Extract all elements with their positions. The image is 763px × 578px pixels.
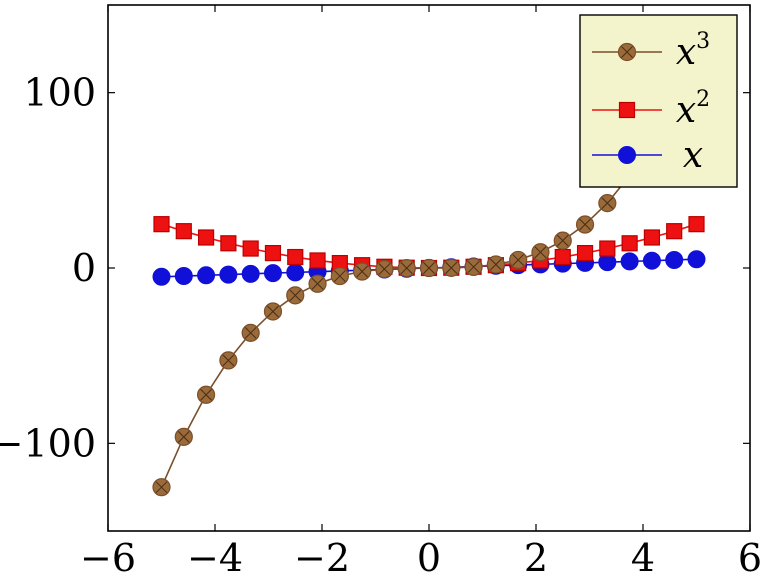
data-point xyxy=(618,146,636,164)
data-point xyxy=(174,267,193,286)
data-point xyxy=(642,251,661,270)
data-point xyxy=(554,248,571,266)
data-point xyxy=(219,265,238,284)
data-point-cross xyxy=(556,234,569,247)
data-point xyxy=(509,250,528,270)
data-point xyxy=(531,243,550,262)
data-point xyxy=(174,427,193,446)
data-point xyxy=(666,223,683,240)
data-point-cross xyxy=(512,254,525,266)
data-point xyxy=(220,235,237,252)
data-point xyxy=(353,262,372,281)
x-tick-label: 0 xyxy=(417,536,441,578)
x-tick-label: 4 xyxy=(631,536,655,578)
legend-entry: x3 xyxy=(592,29,710,73)
data-point xyxy=(576,244,594,262)
x-tick-label: 6 xyxy=(738,536,762,578)
data-point xyxy=(152,478,171,497)
data-point xyxy=(621,235,638,252)
tick-labels: −6 −4 −2 0 2 4 6 −100 0 100 xyxy=(0,71,762,578)
data-point xyxy=(553,231,572,250)
data-point xyxy=(375,259,394,279)
legend-entry: x2 xyxy=(592,87,710,131)
data-point xyxy=(598,194,617,213)
data-point xyxy=(575,215,595,234)
data-point xyxy=(309,252,326,269)
data-point-cross xyxy=(621,46,633,58)
data-point xyxy=(153,216,170,233)
data-point-cross xyxy=(445,262,458,274)
data-point xyxy=(287,248,304,266)
data-point xyxy=(197,266,216,285)
y-tick-label: 0 xyxy=(72,246,96,290)
y-tick-label: −100 xyxy=(0,421,96,465)
data-point xyxy=(308,274,327,293)
data-point xyxy=(688,216,705,233)
legend-entry: x xyxy=(592,135,703,176)
data-point-cross xyxy=(534,246,547,259)
data-point xyxy=(397,259,416,278)
data-point-cross xyxy=(579,218,591,231)
data-point xyxy=(464,257,483,277)
data-point xyxy=(197,229,215,246)
data-point-cross xyxy=(222,354,235,367)
data-point-cross xyxy=(244,327,257,339)
data-point xyxy=(264,244,282,262)
data-point xyxy=(241,323,260,342)
x-tick-label: 2 xyxy=(524,536,548,578)
data-point-cross xyxy=(155,481,168,494)
data-point xyxy=(442,258,461,277)
y-tick-label: 100 xyxy=(23,71,96,115)
data-point-cross xyxy=(289,289,302,302)
x-tick-label: −2 xyxy=(294,536,350,578)
data-point xyxy=(286,263,305,282)
legend-box xyxy=(579,14,738,188)
data-point xyxy=(617,42,637,62)
x-tick-label: −6 xyxy=(80,536,136,578)
data-point xyxy=(599,240,616,257)
data-point xyxy=(687,250,706,269)
data-point xyxy=(643,229,661,246)
data-point xyxy=(419,258,439,278)
data-point xyxy=(665,250,684,269)
data-point-cross xyxy=(177,430,190,443)
data-point-cross xyxy=(467,261,480,273)
data-point-cross xyxy=(356,265,368,278)
plot-frame xyxy=(107,4,751,532)
data-point-cross xyxy=(601,197,614,209)
data-point xyxy=(196,385,216,404)
data-point-cross xyxy=(267,305,279,318)
data-point xyxy=(263,302,283,321)
data-point xyxy=(241,264,260,283)
x-tick-label: −4 xyxy=(187,536,243,578)
data-point-cross xyxy=(423,262,435,274)
data-point-cross xyxy=(378,263,391,275)
data-point xyxy=(219,351,238,370)
data-point xyxy=(263,264,282,283)
data-point-cross xyxy=(311,277,324,290)
data-point-cross xyxy=(333,270,346,282)
legend-label: x xyxy=(683,135,703,176)
legend: x3 x2x xyxy=(579,14,738,188)
data-point xyxy=(175,223,192,240)
legend-label: x3 xyxy=(676,29,710,73)
data-point xyxy=(618,101,636,119)
data-point xyxy=(620,252,639,271)
legend-label: x2 xyxy=(676,87,710,131)
data-point xyxy=(152,267,171,286)
data-point-cross xyxy=(400,262,413,274)
data-point xyxy=(242,240,259,257)
data-point-cross xyxy=(200,388,212,401)
data-point xyxy=(286,286,305,305)
data-point xyxy=(486,255,505,274)
data-point xyxy=(330,266,349,286)
data-point-cross xyxy=(490,258,502,271)
